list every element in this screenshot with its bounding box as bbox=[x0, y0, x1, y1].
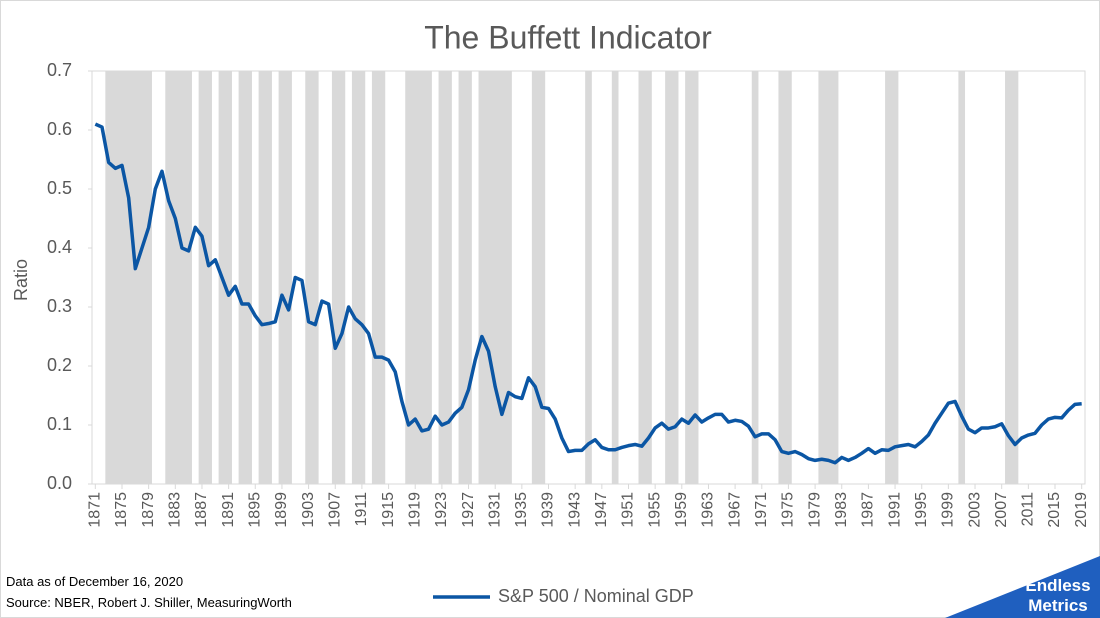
x-tick-label: 1883 bbox=[167, 492, 184, 528]
recession-band bbox=[105, 71, 152, 484]
x-tick-label: 1891 bbox=[220, 492, 237, 528]
recession-band bbox=[438, 71, 452, 484]
y-tick-label: 0.1 bbox=[47, 414, 72, 434]
y-tick-label: 0.4 bbox=[47, 237, 72, 257]
recession-band bbox=[405, 71, 432, 484]
x-tick-label: 1991 bbox=[886, 492, 903, 528]
x-tick-label: 1879 bbox=[140, 492, 157, 528]
logo-shape bbox=[945, 556, 1100, 618]
y-tick-label: 0.0 bbox=[47, 473, 72, 493]
recession-band bbox=[238, 71, 252, 484]
x-tick-label: 1959 bbox=[673, 492, 690, 528]
recession-band bbox=[331, 71, 346, 484]
x-tick-label: 2007 bbox=[993, 492, 1010, 528]
logo-text: Metrics bbox=[1028, 596, 1088, 615]
recession-band bbox=[258, 71, 272, 484]
x-tick-label: 1911 bbox=[353, 492, 370, 527]
x-tick-label: 1927 bbox=[460, 492, 477, 528]
x-tick-label: 1875 bbox=[113, 492, 130, 528]
logo-text: Endless bbox=[1025, 576, 1090, 595]
x-tick-label: 1935 bbox=[513, 492, 530, 528]
x-tick-label: 2015 bbox=[1046, 492, 1063, 528]
data-line bbox=[94, 122, 1082, 465]
plot-border bbox=[91, 70, 1086, 485]
x-tick-label: 1955 bbox=[646, 492, 663, 528]
legend-label: S&P 500 / Nominal GDP bbox=[498, 586, 694, 606]
footnote: Source: NBER, Robert J. Shiller, Measuri… bbox=[6, 595, 292, 610]
x-tick-label: 1979 bbox=[806, 492, 823, 528]
x-tick-label: 1903 bbox=[300, 492, 317, 528]
x-tick-label: 1963 bbox=[700, 492, 717, 528]
y-axis-label: Ratio bbox=[11, 259, 31, 301]
x-tick-label: 1995 bbox=[913, 492, 930, 528]
chart-title: The Buffett Indicator bbox=[424, 19, 712, 55]
recession-band bbox=[278, 71, 292, 484]
recession-band bbox=[1005, 71, 1019, 484]
x-tick-label: 2011 bbox=[1020, 492, 1037, 527]
x-tick-label: 1887 bbox=[193, 492, 210, 528]
x-tick-label: 1931 bbox=[486, 492, 503, 528]
footnote: Data as of December 16, 2020 bbox=[6, 574, 183, 589]
x-tick-label: 1939 bbox=[540, 492, 557, 528]
x-tick-label: 1975 bbox=[780, 492, 797, 528]
x-tick-label: 1899 bbox=[273, 492, 290, 528]
recession-band bbox=[818, 71, 839, 484]
x-tick-label: 1919 bbox=[406, 492, 423, 528]
y-tick-label: 0.5 bbox=[47, 178, 72, 198]
recession-band bbox=[198, 71, 212, 484]
recession-band bbox=[638, 71, 652, 484]
x-tick-label: 1923 bbox=[433, 492, 450, 528]
recession-band bbox=[751, 71, 759, 484]
x-tick-label: 1907 bbox=[326, 492, 343, 528]
recession-band bbox=[478, 71, 512, 484]
y-tick-label: 0.6 bbox=[47, 119, 72, 139]
x-tick-label: 1967 bbox=[726, 492, 743, 528]
recession-band bbox=[531, 71, 546, 484]
x-tick-label: 1999 bbox=[940, 492, 957, 528]
x-tick-label: 1951 bbox=[620, 492, 637, 528]
recession-band bbox=[885, 71, 899, 484]
x-tick-label: 1915 bbox=[380, 492, 397, 528]
recession-band bbox=[585, 71, 592, 484]
recession-band bbox=[665, 71, 679, 484]
recession-band bbox=[371, 71, 386, 484]
recession-band bbox=[958, 71, 966, 484]
recession-band bbox=[165, 71, 192, 484]
x-tick-label: 1971 bbox=[753, 492, 770, 528]
x-tick-label: 1943 bbox=[566, 492, 583, 528]
x-tick-label: 2019 bbox=[1073, 492, 1090, 528]
y-tick-label: 0.7 bbox=[47, 60, 72, 80]
recession-band bbox=[685, 71, 699, 484]
recession-band bbox=[778, 71, 792, 484]
recession-band bbox=[458, 71, 472, 484]
recession-band bbox=[218, 71, 232, 484]
y-tick-label: 0.3 bbox=[47, 296, 72, 316]
x-tick-label: 1947 bbox=[593, 492, 610, 528]
recession-band bbox=[305, 71, 319, 484]
y-tick-label: 0.2 bbox=[47, 355, 72, 375]
x-tick-label: 1871 bbox=[87, 492, 104, 528]
x-tick-label: 2003 bbox=[966, 492, 983, 528]
x-tick-label: 1983 bbox=[833, 492, 850, 528]
x-tick-label: 1987 bbox=[860, 492, 877, 528]
recession-band bbox=[611, 71, 619, 484]
x-tick-label: 1895 bbox=[246, 492, 263, 528]
recession-band bbox=[351, 71, 366, 484]
